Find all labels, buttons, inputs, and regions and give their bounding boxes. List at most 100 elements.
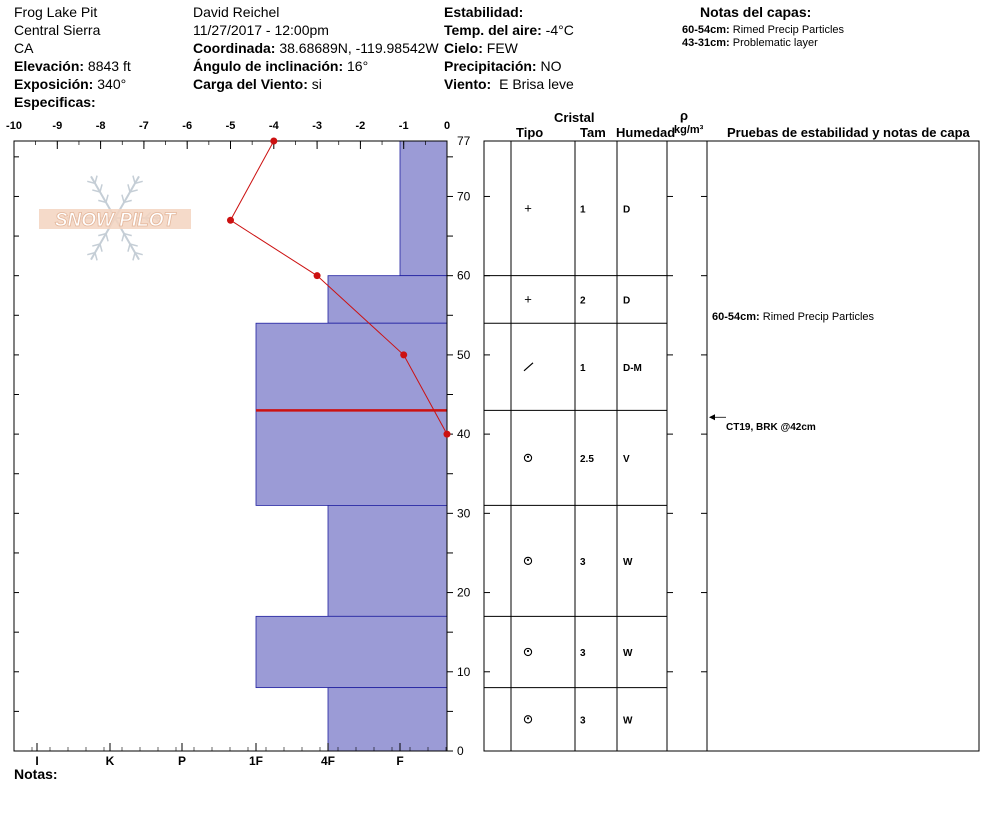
crystal-size: 3 [580,715,586,726]
layer-note-2-range: 43-31cm: [682,37,730,49]
observer: David Reichel [193,4,280,20]
hardness-bar-1 [399,140,448,277]
depth-tick-label: 10 [457,665,471,679]
precip-value: NO [540,58,562,74]
table-layer-note-range: 60-54cm: [712,311,760,323]
wind-label: Viento: [444,76,492,92]
depth-tick-label: 60 [457,269,471,283]
temp-tick-label: -6 [182,120,192,132]
airtemp-value: -4°C [545,22,574,38]
elevation: Elevación: 8843 ft [14,58,131,74]
hardness-tick-label: 1F [249,754,263,768]
table-layer-note-text: Rimed Precip Particles [762,311,875,323]
crystal-type-plus-icon: + [524,200,532,215]
crystal-type-round-icon-dot [526,649,530,653]
sky-label: Cielo: [444,40,483,56]
crystal-type-round-icon [523,647,533,657]
airtemp-label: Temp. del aire: [444,22,542,38]
hardness-bar-3 [255,322,448,506]
datetime: 11/27/2017 - 12:00pm [193,22,329,38]
hardness-bar-5 [255,615,448,689]
slope: Ángulo de inclinación: 16° [193,58,368,74]
hardness-tick-label: F [396,754,403,768]
temp-tick-label: -7 [139,120,149,132]
layer-note-1-range: 60-54cm: [682,24,730,36]
sky-value: FEW [486,40,518,56]
coord-label: Coordinada: [193,40,276,56]
logo-band [39,209,191,229]
col-tests: Pruebas de estabilidad y notas de capa [727,125,970,140]
temperature-point [270,137,278,145]
crystal-size: 3 [580,648,586,659]
elevation-value: 8843 ft [87,58,131,74]
crystal-type-slash-icon [523,362,534,372]
aspect-value: 340° [97,76,127,92]
crystal-type-plus-icon: + [524,291,532,306]
slope-label: Ángulo de inclinación: [193,58,344,74]
hardness-tick-label: I [35,754,38,768]
col-size: Tam [580,125,606,140]
specifics-label: Especificas: [14,94,96,110]
crystal-title: Cristal [554,110,595,125]
crystal-type-round-icon [523,453,533,463]
temperature-point [227,216,234,224]
precip-label: Precipitación: [444,58,537,74]
coord-value: 38.68689N, -119.98542W [279,40,439,56]
hardness-tick-label: K [106,754,115,768]
hardness-bar-4 [327,505,448,617]
crystal-moisture: W [623,648,633,659]
layer-note-2: 43-31cm: Problematic layer [682,37,818,50]
elevation-label: Elevación: [14,58,85,74]
hardness-tick-label: P [178,754,186,768]
temp-tick-label: -10 [6,120,22,132]
col-density-symbol: ρ [680,108,689,123]
crystal-moisture: D [623,295,630,306]
layer-note-1: 60-54cm: Rimed Precip Particles [682,24,844,37]
wind-load: Carga del Viento: si [193,76,322,92]
temp-tick-label: -2 [356,120,366,132]
hardness-bar-2 [327,275,448,324]
temp-tick-label: -9 [52,120,62,132]
depth-tick-label: 50 [457,348,471,362]
temp-tick-label: -4 [269,120,280,132]
temp-tick-label: -8 [96,120,106,132]
state-name: CA [14,40,34,56]
air-temp: Temp. del aire: -4°C [444,22,574,38]
temperature-point [400,351,408,359]
crystal-moisture: D [623,204,630,215]
windload-value: si [311,76,322,92]
hardness-tick-label: 4F [321,754,335,768]
temperature-point [443,430,451,438]
layer-table-frame [483,140,980,752]
col-type: Tipo [516,125,544,140]
depth-tick-label: 40 [457,427,471,441]
wind: Viento: E Brisa leve [444,76,574,92]
crystal-type-round-icon [523,556,533,566]
crystal-moisture: D-M [623,363,642,374]
crystal-type-round-icon [523,715,533,724]
crystal-size: 3 [580,557,586,568]
slope-value: 16° [347,58,369,74]
crystal-type-round-icon-dot [526,717,530,720]
test-arrow-head [709,414,715,421]
depth-tick-label: 77 [457,134,471,148]
layer-note-1-text: Rimed Precip Particles [732,24,845,36]
coordinates: Coordinada: 38.68689N, -119.98542W [193,40,439,56]
aspect: Exposición: 340° [14,76,126,92]
test-result: CT19, BRK @42cm [726,422,816,433]
crystal-size: 1 [580,363,586,374]
temp-tick-label: -3 [312,120,322,132]
pit-name: Frog Lake Pit [14,4,98,20]
logo-text: SNOW PILOT [55,210,177,231]
sky: Cielo: FEW [444,40,518,56]
temp-tick-label: -5 [226,120,236,132]
stability-label: Estabilidad: [444,4,524,20]
temp-tick-label: 0 [444,120,450,132]
layer-note-2-text: Problematic layer [732,37,818,49]
notes-label: Notas: [14,766,58,782]
crystal-moisture: W [623,715,633,726]
temp-tick-label: -1 [399,120,409,132]
crystal-type-round-icon-dot [526,558,530,561]
col-density-unit: kg/m³ [674,124,704,136]
